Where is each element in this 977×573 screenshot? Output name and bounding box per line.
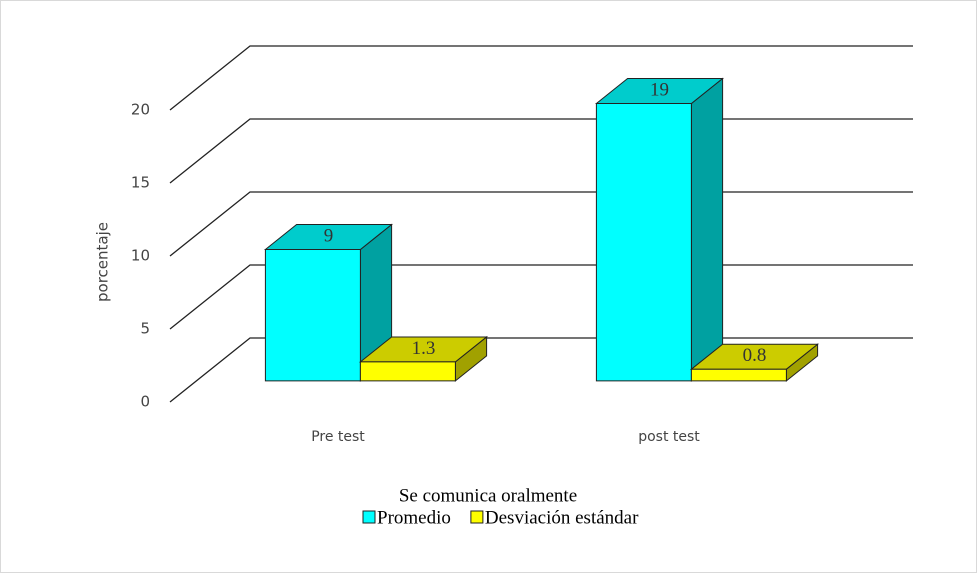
legend-label: Desviación estándar	[485, 507, 639, 528]
y-tick-label: 15	[131, 174, 150, 192]
y-axis-label: porcentaje	[94, 222, 112, 302]
chart-title: Se comunica oralmente	[399, 485, 577, 506]
bar	[594, 77, 725, 382]
data-label: 1.3	[412, 338, 436, 359]
data-label: 0.8	[743, 345, 767, 366]
bar	[358, 335, 489, 382]
bar-front	[359, 361, 456, 382]
y-tick-label: 20	[131, 101, 150, 119]
data-label: 19	[650, 79, 669, 100]
bar-side	[690, 77, 724, 382]
legend-swatch	[470, 510, 484, 524]
bar-front	[690, 368, 787, 382]
x-tick-label: post test	[638, 429, 700, 445]
data-label: 9	[324, 225, 334, 246]
x-tick-label: Pre test	[311, 429, 365, 445]
bar-front	[595, 102, 692, 382]
legend-swatch	[362, 510, 376, 524]
y-tick-label: 0	[140, 393, 150, 411]
legend-label: Promedio	[377, 507, 451, 528]
y-tick-label: 10	[131, 247, 150, 265]
y-tick-label: 5	[140, 320, 150, 338]
bar	[689, 343, 820, 382]
bar-front	[264, 248, 361, 382]
grid-line	[169, 45, 913, 111]
